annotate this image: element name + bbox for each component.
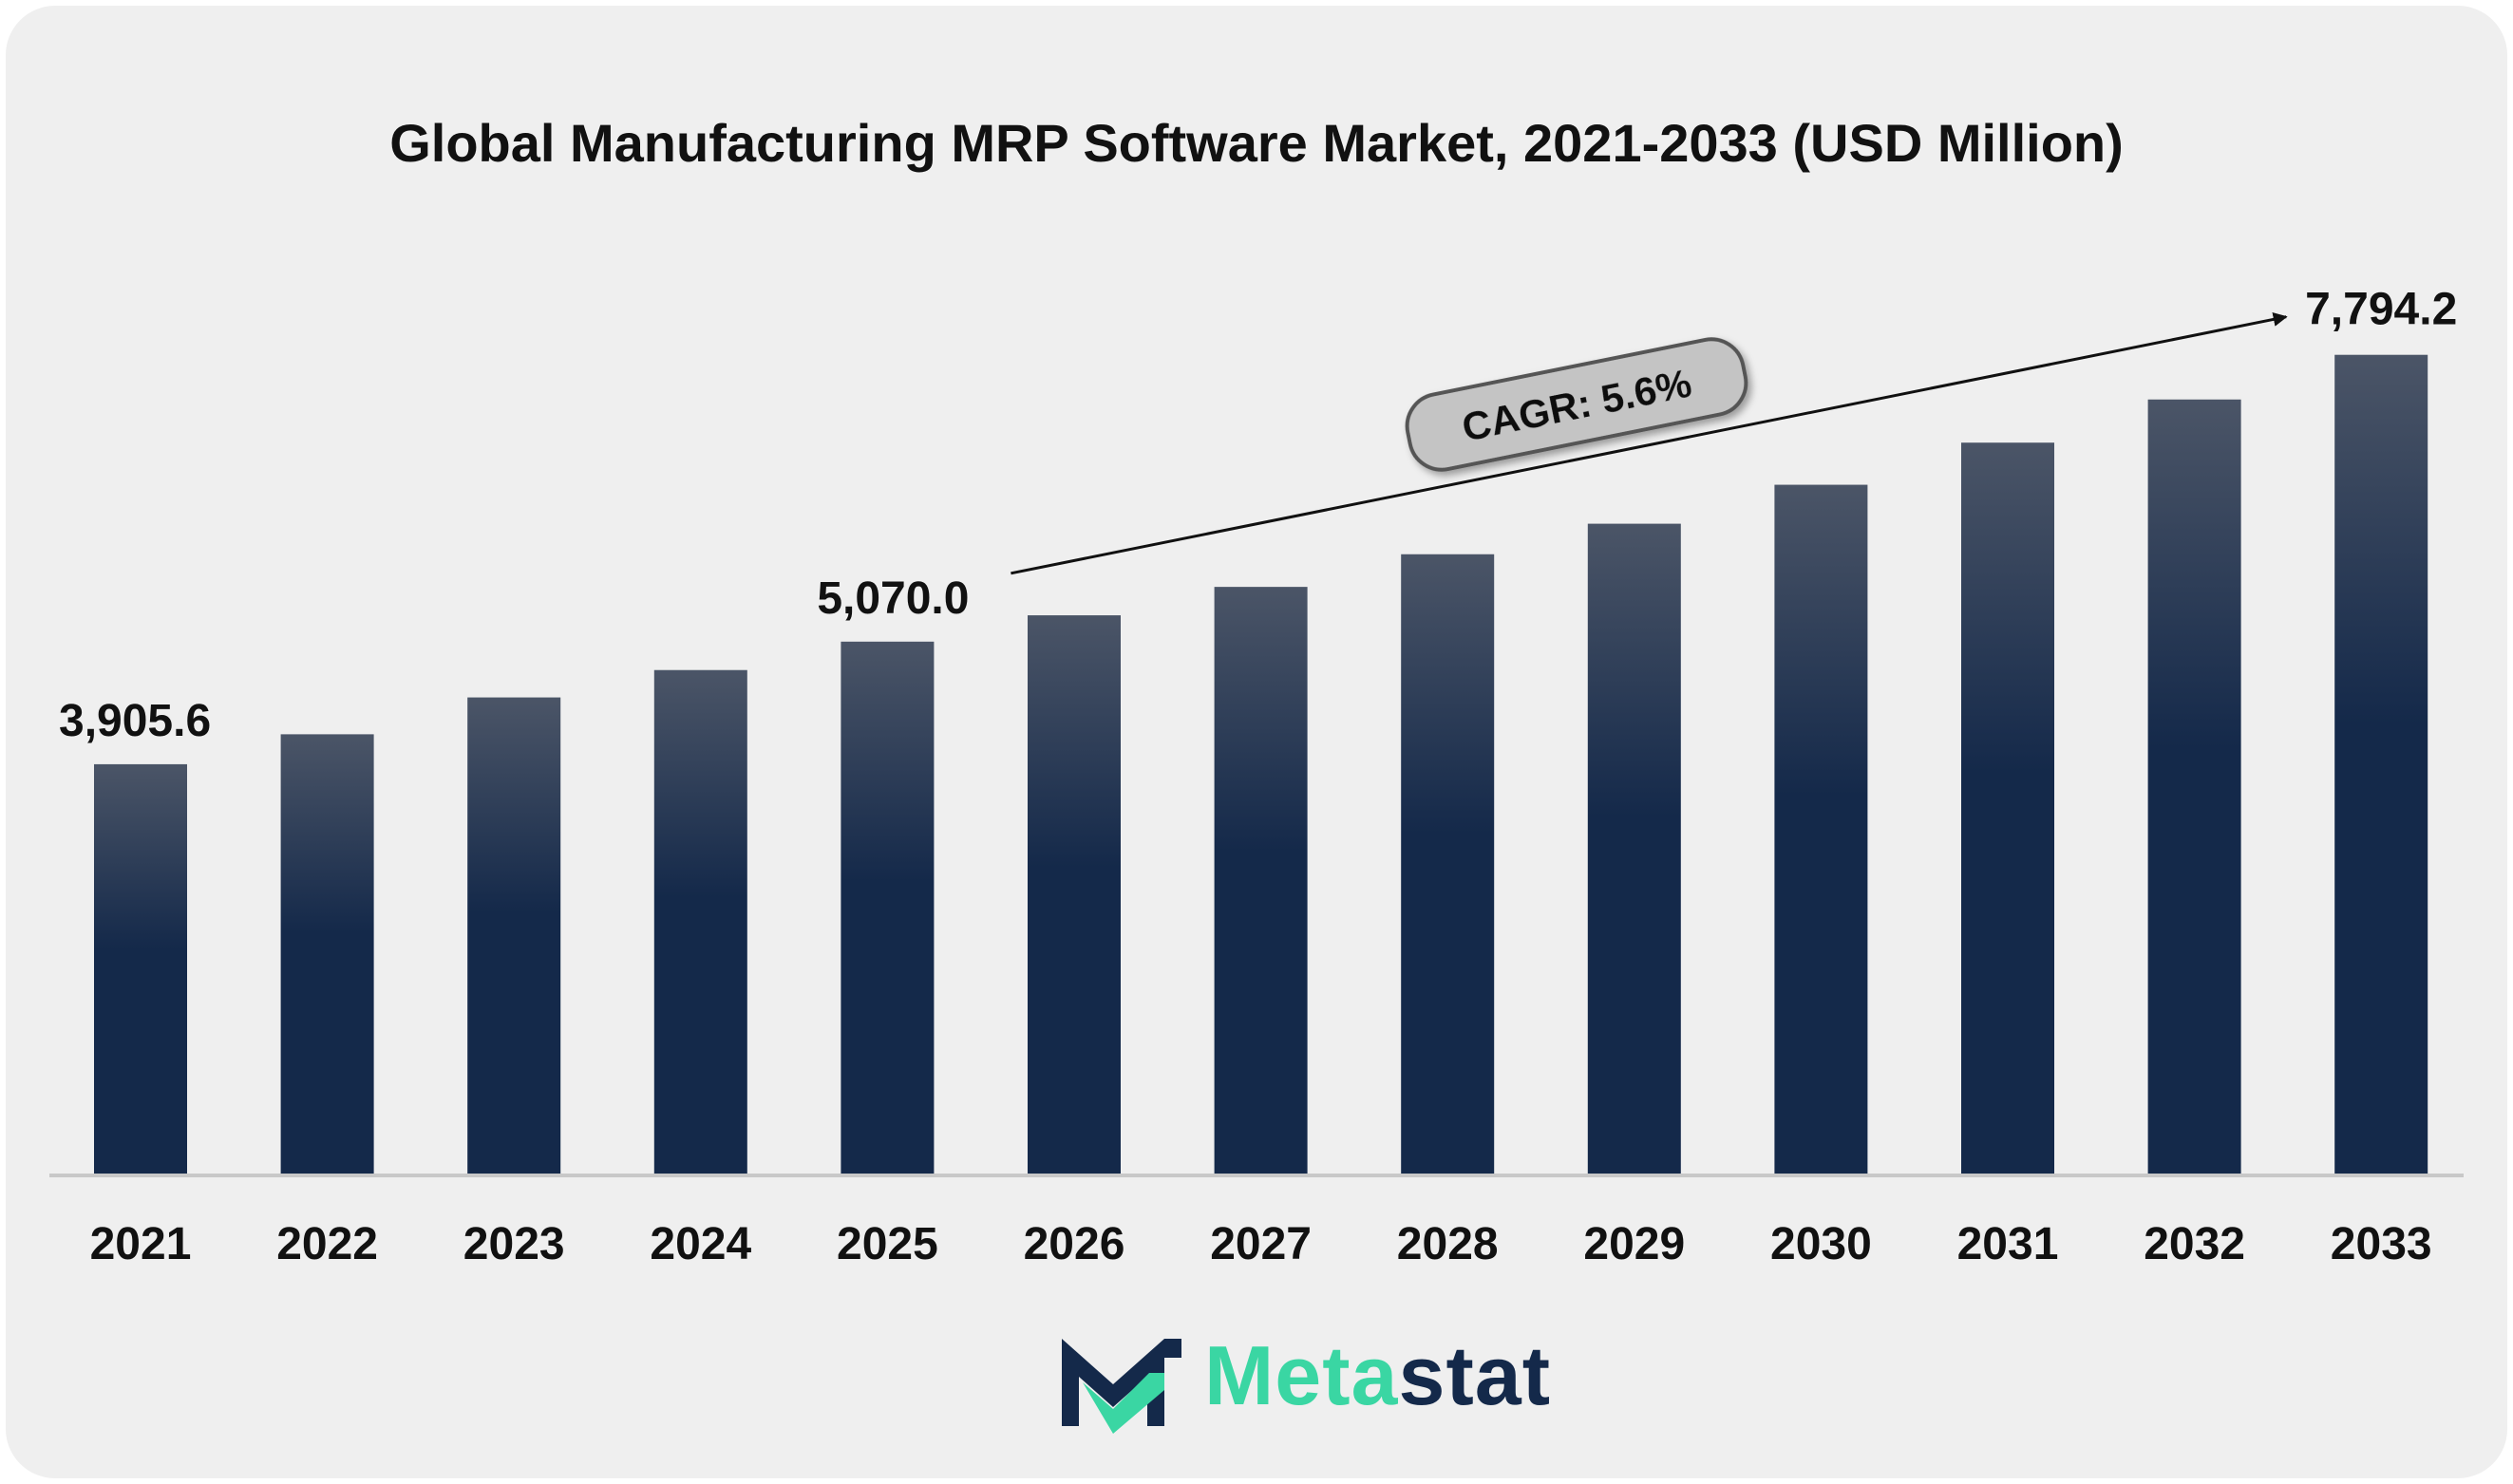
metastat-m-logo-icon: [1062, 1339, 1181, 1434]
bar-2022: [280, 734, 374, 1175]
bars-group: [94, 354, 2428, 1176]
x-tick-label: 2022: [276, 1219, 378, 1269]
bar-2025: [841, 641, 935, 1175]
cagr-badge: CAGR: 5.6%: [1405, 337, 1748, 472]
bar-2027: [1214, 587, 1308, 1175]
cagr-annotation: CAGR: 5.6%: [1011, 312, 2288, 575]
cagr-arrow: [1011, 312, 2288, 575]
bar-2030: [1774, 484, 1868, 1176]
x-tick-label: 2028: [1397, 1219, 1499, 1269]
metastat-logo: Metastat: [1054, 1320, 1586, 1434]
bar-2029: [1587, 523, 1681, 1175]
bar-2032: [2147, 399, 2241, 1175]
bar-2024: [653, 669, 747, 1175]
x-tick-label: 2030: [1770, 1219, 1872, 1269]
x-tick-labels: 2021 2022 2023 2024 2025 2026 2027 2028 2029 2030…: [90, 1219, 2432, 1269]
metastat-wordmark: Metastat: [1204, 1327, 1551, 1424]
data-labels: 3,905.6 5,070.0 7,794.2: [59, 285, 2457, 746]
x-tick-label: 2024: [650, 1219, 751, 1269]
bar-2028: [1401, 554, 1495, 1175]
data-label-2021: 3,905.6: [59, 696, 211, 746]
cagr-badge-background: [1405, 337, 1748, 472]
x-tick-label: 2031: [1957, 1219, 2059, 1269]
x-tick-label: 2021: [90, 1219, 192, 1269]
bar-2023: [467, 697, 561, 1175]
x-tick-label: 2033: [2331, 1219, 2432, 1269]
brand-name-part2: stat: [1398, 1328, 1551, 1422]
bar-2033: [2334, 354, 2428, 1175]
chart-title: Global Manufacturing MRP Software Market…: [389, 113, 2124, 173]
x-tick-label: 2026: [1024, 1219, 1125, 1269]
data-label-2033: 7,794.2: [2305, 285, 2457, 335]
x-tick-label: 2027: [1210, 1219, 1312, 1269]
bar-2031: [1961, 442, 2054, 1175]
x-tick-label: 2029: [1583, 1219, 1685, 1269]
data-label-2025: 5,070.0: [817, 573, 969, 624]
bar-2026: [1028, 615, 1121, 1175]
x-tick-label: 2023: [463, 1219, 565, 1269]
x-tick-label: 2025: [837, 1219, 938, 1269]
x-tick-label: 2032: [2144, 1219, 2245, 1269]
brand-name-part1: Meta: [1204, 1328, 1399, 1422]
bar-2021: [94, 763, 187, 1175]
